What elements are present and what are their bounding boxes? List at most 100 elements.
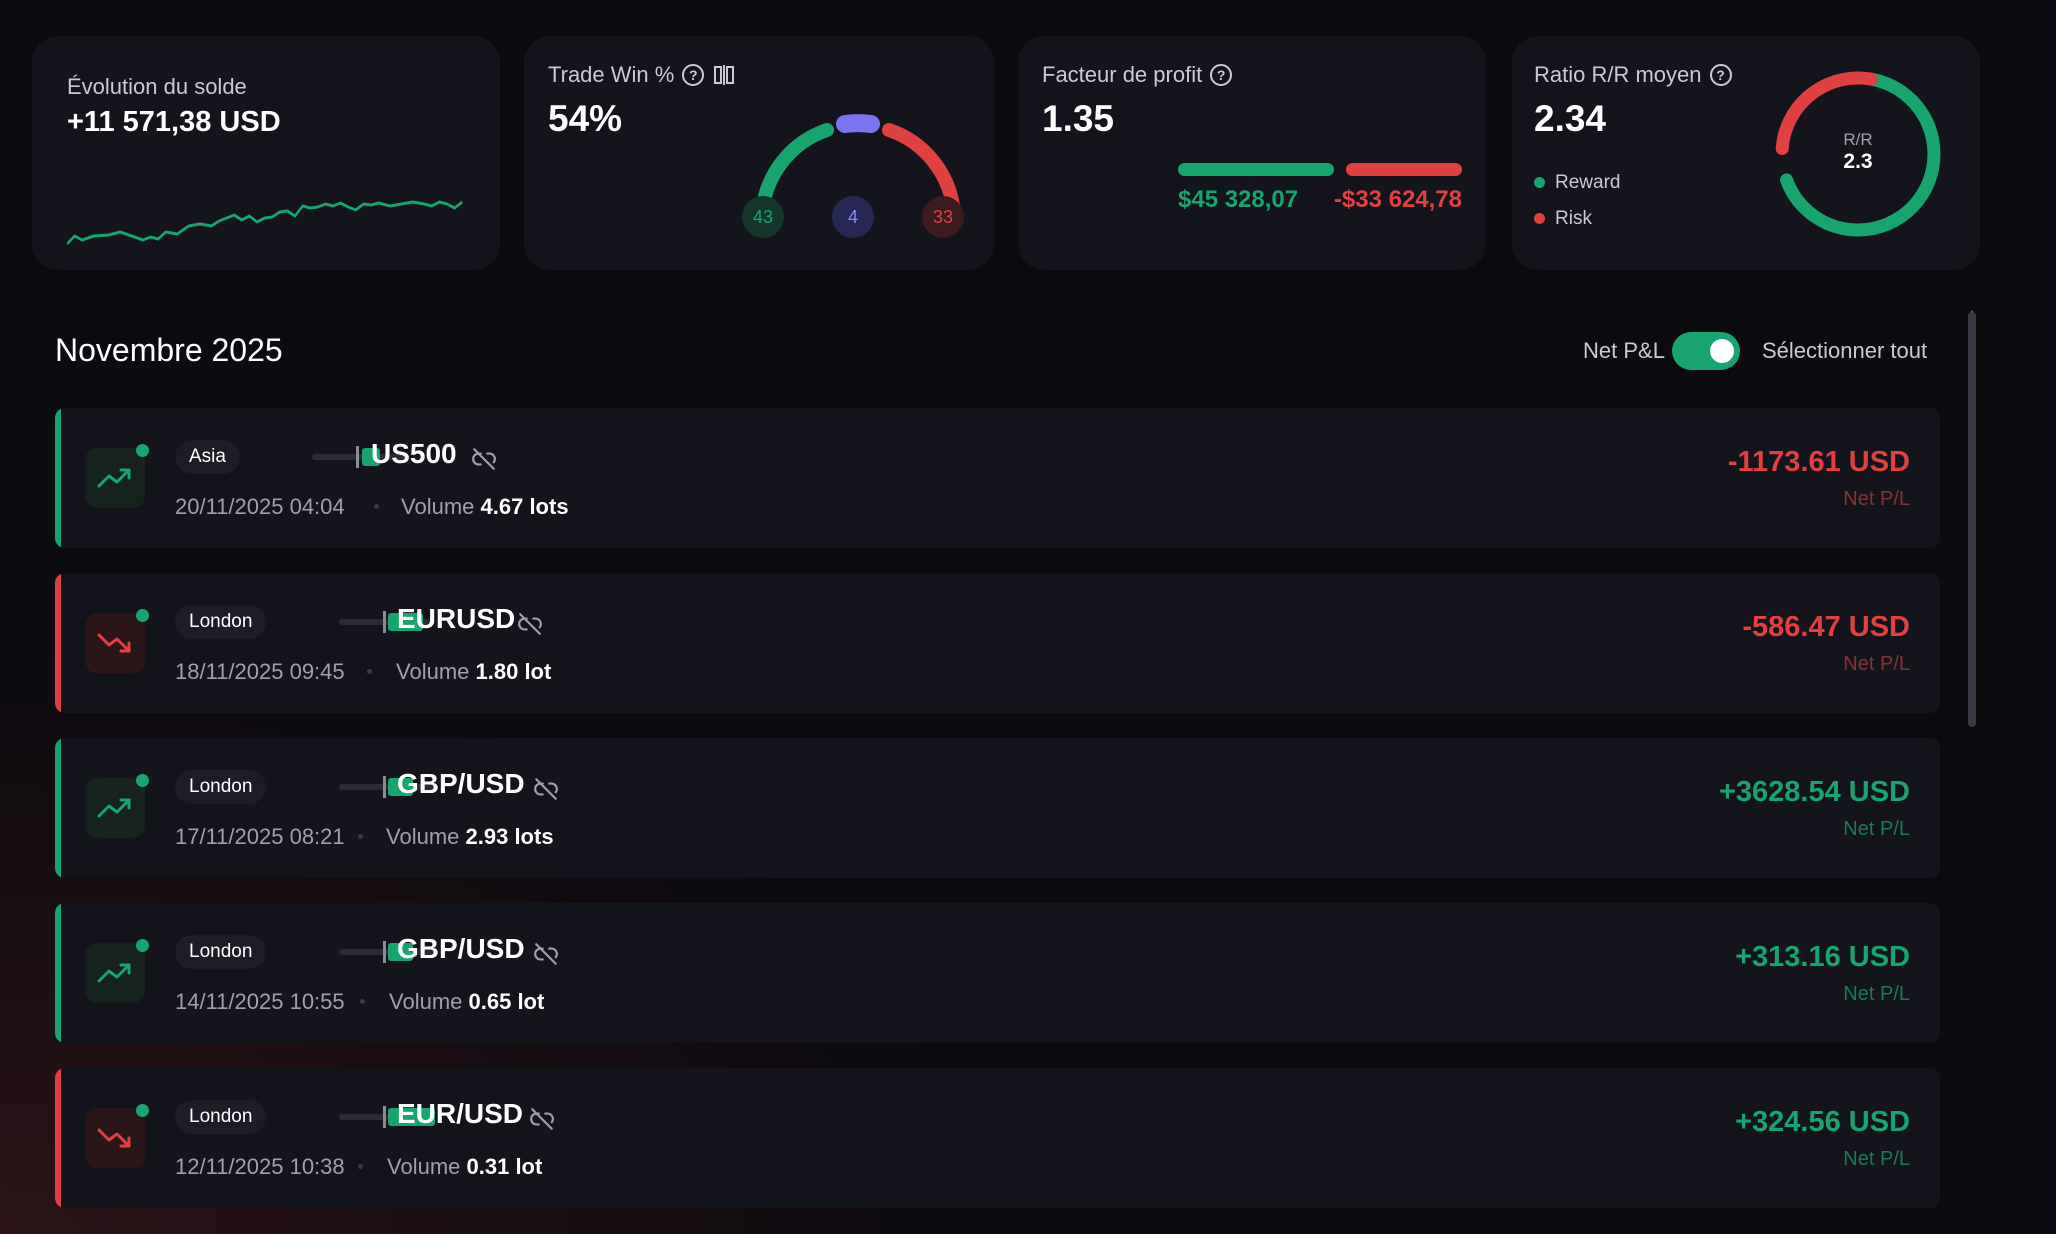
- trade-direction-box: [85, 613, 145, 673]
- risk-label: Risk: [1555, 208, 1592, 229]
- trade-symbol[interactable]: EURUSD: [397, 603, 516, 634]
- losses-count: 33: [932, 206, 954, 227]
- trade-symbol[interactable]: US500: [371, 438, 457, 469]
- trade-accent-bar: [55, 738, 61, 878]
- session-badge: London: [175, 770, 267, 804]
- trade-volume: Volume 2.93 lots: [386, 824, 554, 850]
- breakeven-count-badge: 4: [832, 196, 874, 238]
- trade-pnl-label: Net P/L: [1843, 983, 1910, 1005]
- volume-label: Volume: [387, 1154, 461, 1179]
- trade-direction-box: [85, 778, 145, 838]
- trend-down-icon: [97, 1128, 131, 1148]
- losses-count-badge: 33: [922, 196, 964, 238]
- range-bar: [339, 784, 435, 790]
- risk-dot: [1534, 213, 1545, 225]
- profit-factor-title-text: Facteur de profit: [1042, 62, 1203, 87]
- trade-row[interactable]: London GBP/USD 14/11/2025 10:55 Volume 0.65…: [55, 903, 1940, 1043]
- reward-label: Reward: [1555, 172, 1621, 193]
- wins-count-badge: 43: [742, 196, 784, 238]
- month-title: Novembre 2025: [55, 332, 283, 368]
- trade-symbol[interactable]: GBP/USD: [397, 768, 525, 799]
- trade-volume: Volume 4.67 lots: [401, 494, 569, 520]
- volume-label: Volume: [386, 824, 460, 849]
- reward-dot: [1534, 177, 1545, 189]
- trade-pnl-label: Net P/L: [1843, 653, 1910, 675]
- separator-dot: [358, 834, 363, 839]
- volume-value: 4.67 lots: [480, 494, 569, 519]
- separator-dot: [367, 669, 372, 674]
- rr-gauge-value: 2.3: [1843, 150, 1873, 173]
- range-bar: [339, 619, 435, 625]
- range-bar: [312, 454, 408, 460]
- trade-row[interactable]: Asia US500 20/11/2025 04:04 Volume 4.67 lot…: [55, 408, 1940, 548]
- volume-value: 0.65 lot: [468, 989, 545, 1014]
- unlink-icon[interactable]: [529, 1106, 555, 1137]
- trade-pnl: -1173.61 USD: [1727, 446, 1910, 478]
- range-fill: [388, 1108, 435, 1126]
- trade-row[interactable]: London GBP/USD 17/11/2025 08:21 Volume 2.93…: [55, 738, 1940, 878]
- session-badge: London: [175, 605, 267, 639]
- toggle-knob: [1710, 339, 1734, 363]
- netpl-toggle[interactable]: [1672, 332, 1740, 370]
- trade-accent-bar: [55, 1068, 61, 1208]
- volume-value: 1.80 lot: [475, 659, 552, 684]
- volume-label: Volume: [401, 494, 475, 519]
- range-tick: [383, 776, 386, 798]
- profit-factor-card-title: Facteur de profit ?: [1042, 62, 1233, 88]
- range-fill: [388, 778, 413, 796]
- scrollbar-thumb[interactable]: [1968, 312, 1976, 727]
- volume-value: 0.31 lot: [466, 1154, 543, 1179]
- gross-profit: $45 328,07: [1178, 186, 1299, 213]
- trend-up-icon: [97, 798, 131, 818]
- separator-dot: [374, 504, 379, 509]
- trade-date: 20/11/2025 04:04: [175, 494, 345, 519]
- trade-volume: Volume 1.80 lot: [396, 659, 551, 685]
- rr-legend-reward: Reward: [1534, 172, 1620, 194]
- trade-pnl: +313.16 USD: [1735, 941, 1910, 973]
- trade-row[interactable]: London EUR/USD 12/11/2025 10:38 Volume 0.31…: [55, 1068, 1940, 1208]
- trade-date: 17/11/2025 08:21: [175, 824, 345, 849]
- rr-ring-gauge: [1775, 71, 1941, 237]
- range-tick: [383, 611, 386, 633]
- trade-symbol[interactable]: GBP/USD: [397, 933, 525, 964]
- winrate-title-text: Trade Win %: [548, 62, 675, 87]
- status-dot: [136, 939, 149, 952]
- unlink-icon[interactable]: [533, 941, 559, 972]
- profit-factor-card: Facteur de profit ? 1.35 $45 328,07 -$33…: [1018, 36, 1486, 270]
- select-all-button[interactable]: Sélectionner tout: [1762, 338, 1928, 363]
- range-tick: [383, 941, 386, 963]
- trade-accent-bar: [55, 573, 61, 713]
- help-icon[interactable]: ?: [682, 64, 705, 86]
- volume-label: Volume: [396, 659, 470, 684]
- unlink-icon[interactable]: [517, 611, 543, 642]
- help-icon[interactable]: ?: [1709, 64, 1732, 86]
- wins-count: 43: [752, 206, 774, 227]
- rr-title-text: Ratio R/R moyen: [1534, 62, 1702, 87]
- trade-direction-box: [85, 1108, 145, 1168]
- unlink-icon[interactable]: [533, 776, 559, 807]
- rr-gauge-label: R/R: [1843, 130, 1873, 149]
- balance-sparkline: [67, 200, 463, 246]
- profit-bar: [1178, 163, 1334, 176]
- trade-symbol[interactable]: EUR/USD: [397, 1098, 524, 1129]
- trade-pnl: -586.47 USD: [1742, 611, 1910, 643]
- range-fill: [388, 613, 423, 631]
- volume-label: Volume: [389, 989, 463, 1014]
- trade-accent-bar: [55, 903, 61, 1043]
- range-bar: [339, 949, 435, 955]
- rr-card: Ratio R/R moyen ? 2.34 Reward Risk R/R 2…: [1512, 36, 1980, 270]
- winrate-card: Trade Win % ? 54% 43 4 33: [524, 36, 994, 270]
- trade-pnl-label: Net P/L: [1843, 818, 1910, 840]
- compare-icon[interactable]: [712, 63, 736, 87]
- unlink-icon[interactable]: [471, 446, 497, 477]
- trade-pnl: +324.56 USD: [1735, 1106, 1910, 1138]
- trend-up-icon: [97, 963, 131, 983]
- trade-direction-box: [85, 448, 145, 508]
- help-icon[interactable]: ?: [1210, 64, 1233, 86]
- status-dot: [136, 444, 149, 457]
- trade-direction-box: [85, 943, 145, 1003]
- session-badge: Asia: [175, 440, 240, 474]
- trade-row[interactable]: London EURUSD 18/11/2025 09:45 Volume 1.80 …: [55, 573, 1940, 713]
- balance-card: Évolution du solde +11 571,38 USD: [32, 36, 500, 270]
- session-badge: London: [175, 1100, 267, 1134]
